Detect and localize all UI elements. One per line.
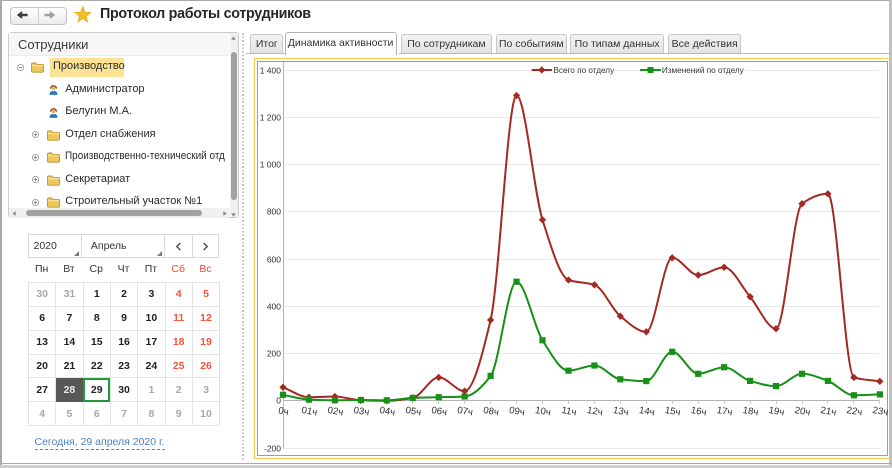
svg-text:06ч: 06ч (430, 405, 447, 419)
svg-text:-200: -200 (264, 444, 281, 454)
svg-text:10ч: 10ч (534, 405, 551, 419)
svg-text:600: 600 (267, 255, 281, 265)
svg-text:22ч: 22ч (846, 405, 863, 419)
svg-text:01ч: 01ч (301, 405, 318, 419)
svg-text:Всего по отделу: Всего по отделу (553, 66, 615, 75)
svg-text:23ч: 23ч (872, 405, 889, 419)
svg-text:0: 0 (276, 396, 281, 406)
svg-text:17ч: 17ч (716, 405, 733, 419)
svg-text:07ч: 07ч (456, 405, 473, 419)
svg-text:19ч: 19ч (768, 405, 785, 419)
svg-text:11ч: 11ч (561, 405, 578, 418)
svg-text:18ч: 18ч (742, 405, 759, 419)
svg-text:14ч: 14ч (638, 405, 655, 419)
svg-text:400: 400 (267, 302, 281, 312)
svg-text:Изменений по отделу: Изменений по отделу (662, 66, 745, 75)
svg-text:08ч: 08ч (482, 405, 499, 419)
svg-text:09ч: 09ч (508, 405, 525, 419)
svg-text:15ч: 15ч (664, 405, 681, 419)
svg-text:1 400: 1 400 (260, 66, 282, 76)
svg-text:1 000: 1 000 (260, 160, 282, 170)
svg-text:800: 800 (267, 207, 281, 217)
svg-text:16ч: 16ч (690, 405, 707, 419)
svg-text:20ч: 20ч (794, 405, 811, 419)
svg-text:1 200: 1 200 (260, 113, 282, 123)
svg-text:0ч: 0ч (277, 405, 289, 418)
svg-text:21ч: 21ч (820, 405, 837, 419)
svg-text:05ч: 05ч (405, 405, 422, 419)
svg-text:03ч: 03ч (353, 405, 370, 419)
svg-text:13ч: 13ч (612, 405, 629, 419)
svg-text:200: 200 (267, 349, 281, 359)
svg-text:04ч: 04ч (379, 405, 396, 419)
svg-text:02ч: 02ч (327, 405, 344, 419)
svg-text:12ч: 12ч (586, 405, 603, 419)
